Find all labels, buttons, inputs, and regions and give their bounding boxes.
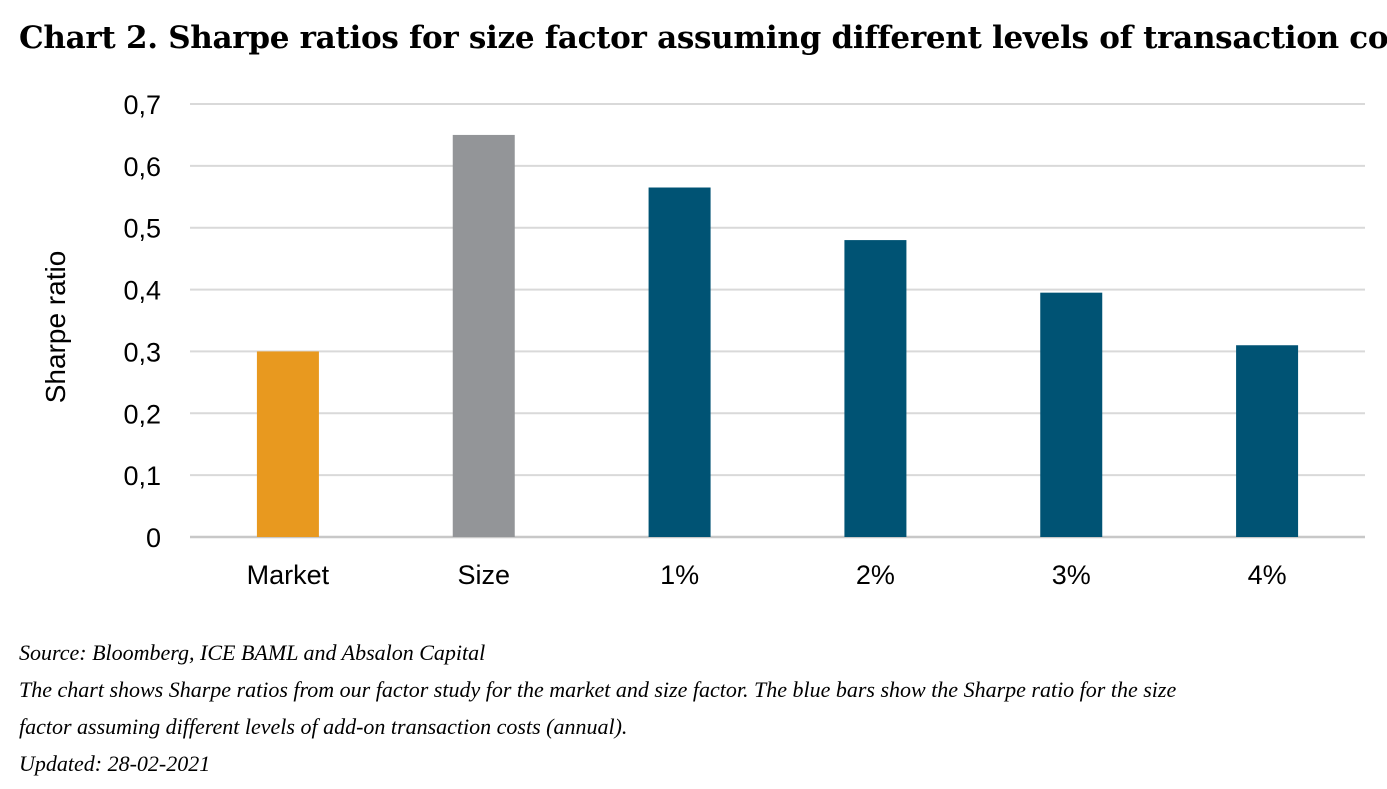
description-line-1: The chart shows Sharpe ratios from our f… bbox=[19, 677, 1177, 702]
source-note: Source: Bloomberg, ICE BAML and Absalon … bbox=[19, 640, 486, 665]
chart-notes: Source: Bloomberg, ICE BAML and Absalon … bbox=[19, 634, 1176, 782]
bar-market bbox=[256, 351, 319, 537]
bar-size bbox=[452, 134, 515, 537]
bar-4pct bbox=[1236, 345, 1299, 537]
x-category-label: 3% bbox=[1052, 560, 1091, 590]
y-tick-label: 0,7 bbox=[123, 90, 161, 120]
updated-note: Updated: 28-02-2021 bbox=[19, 751, 211, 776]
bar-1pct bbox=[648, 187, 711, 537]
x-category-labels: Market Size 1% 2% 3% 4% bbox=[247, 560, 1287, 590]
y-tick-label: 0,6 bbox=[123, 152, 161, 182]
description-line-2: factor assuming different levels of add-… bbox=[19, 714, 628, 739]
y-tick-label: 0,5 bbox=[123, 214, 161, 244]
x-category-label: 2% bbox=[856, 560, 895, 590]
x-category-label: Size bbox=[457, 560, 510, 590]
y-tick-label: 0,4 bbox=[123, 276, 161, 306]
y-axis-label: Sharpe ratio bbox=[40, 251, 71, 404]
chart-title: Chart 2. Sharpe ratios for size factor a… bbox=[19, 20, 1387, 56]
x-category-label: 1% bbox=[660, 560, 699, 590]
x-category-label: Market bbox=[247, 560, 330, 590]
x-category-label: 4% bbox=[1248, 560, 1287, 590]
bar-2pct bbox=[844, 240, 907, 538]
bars bbox=[256, 134, 1299, 538]
y-tick-label: 0 bbox=[146, 523, 161, 553]
y-tick-label: 0,3 bbox=[123, 337, 161, 367]
bar-3pct bbox=[1040, 292, 1103, 537]
bar-chart: 0 0,1 0,2 0,3 0,4 0,5 0,6 0,7 Market Size 1% 2% 3% 4… bbox=[40, 90, 1365, 590]
y-tick-label: 0,1 bbox=[123, 461, 161, 491]
y-tick-labels: 0 0,1 0,2 0,3 0,4 0,5 0,6 0,7 bbox=[123, 90, 161, 553]
gridlines bbox=[190, 103, 1365, 539]
y-tick-label: 0,2 bbox=[123, 399, 161, 429]
